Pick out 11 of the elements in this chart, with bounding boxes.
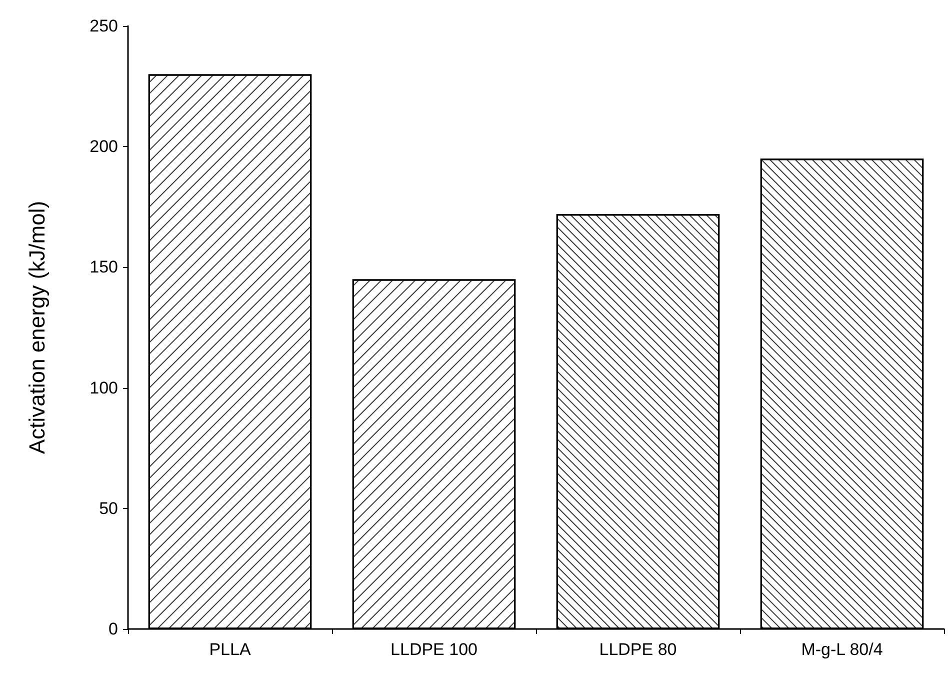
y-tick-label: 100	[90, 378, 118, 398]
y-axis-title: Activation energy (kJ/mol)	[24, 200, 50, 454]
x-tick-label: LLDPE 80	[599, 640, 677, 659]
y-tick-label: 150	[90, 258, 118, 277]
x-tick-label: PLLA	[209, 640, 252, 659]
x-tick-label: M-g-L 80/4	[801, 640, 883, 659]
x-tick-label: LLDPE 100	[390, 640, 478, 659]
y-tick-label: 0	[108, 620, 118, 638]
y-tick-label: 50	[99, 498, 118, 518]
y-tick-label: 250	[90, 16, 118, 36]
y-tick-label: 200	[90, 137, 118, 156]
